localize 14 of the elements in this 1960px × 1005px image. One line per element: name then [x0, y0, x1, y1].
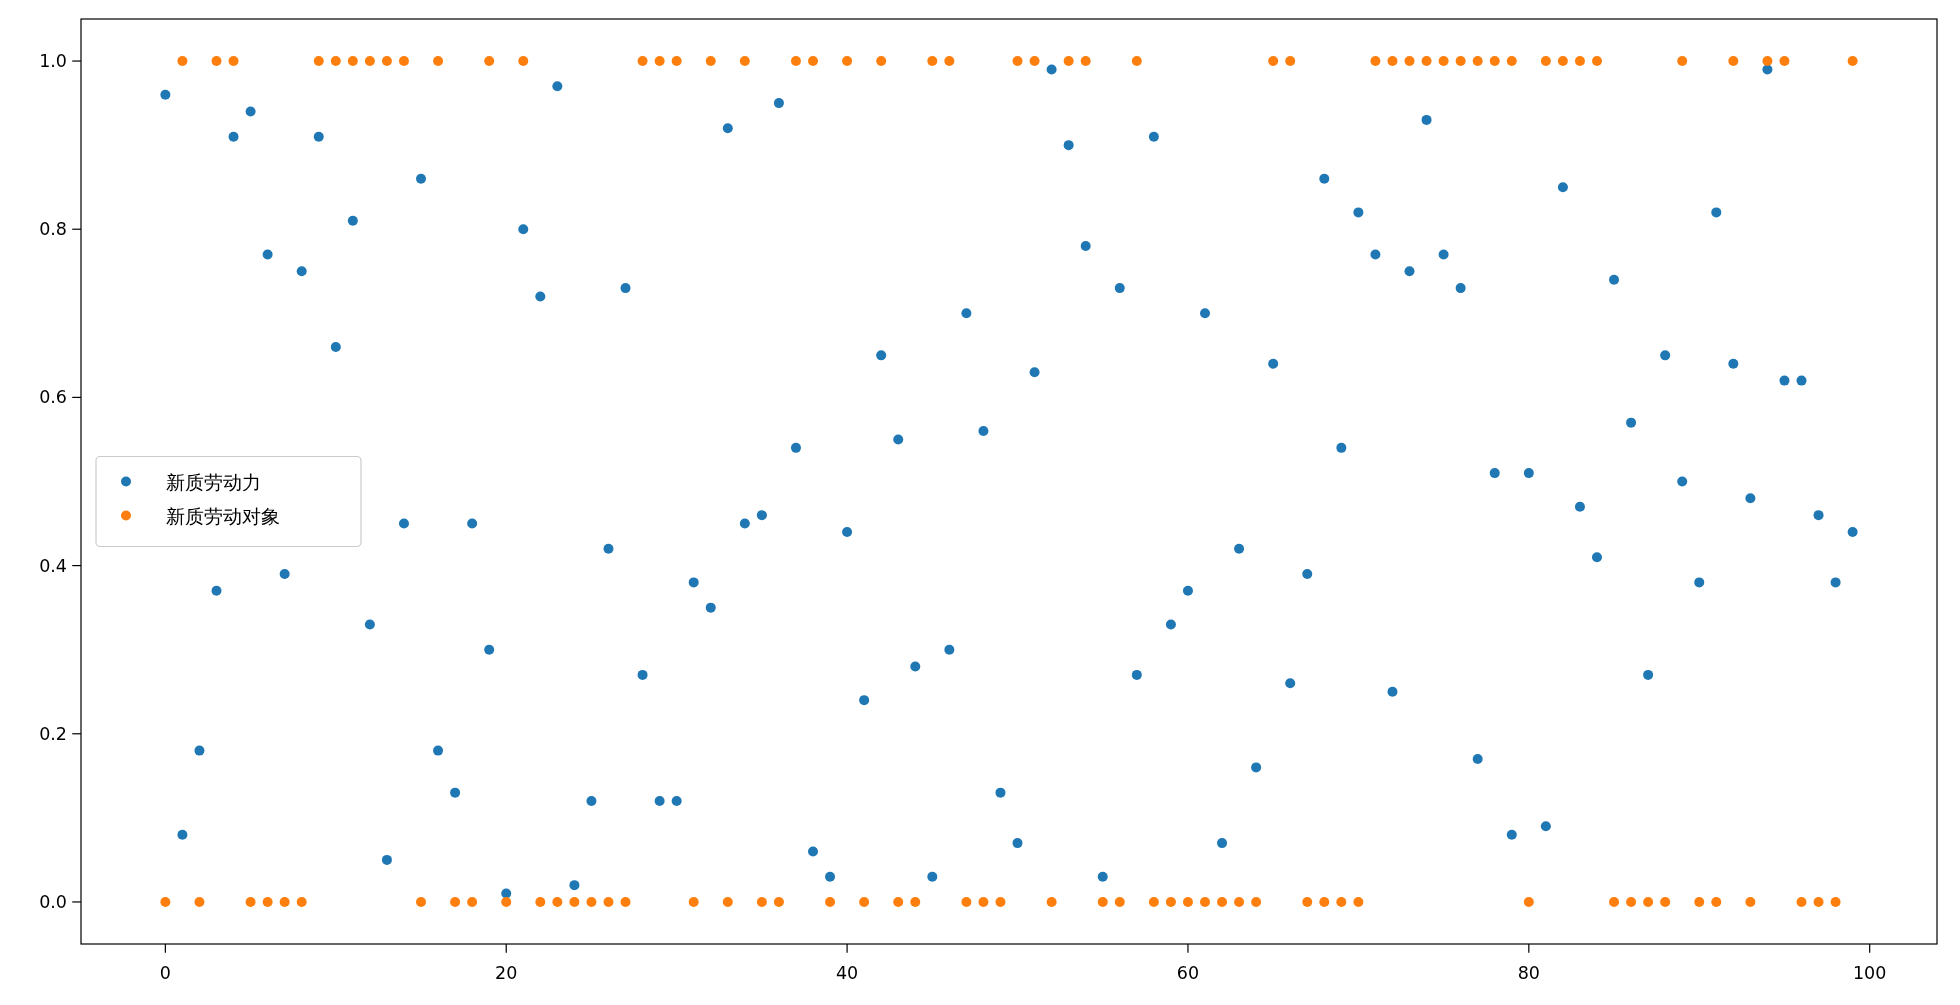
x-tick-label: 100 — [1852, 963, 1887, 983]
legend-label: 新质劳动力 — [166, 470, 261, 493]
y-tick-label: 0.8 — [39, 219, 67, 240]
y-tick-label: 0.0 — [39, 891, 67, 912]
x-tick-label: 0 — [159, 963, 171, 983]
y-tick-label: 0.4 — [39, 555, 67, 576]
x-tick-label: 80 — [1517, 963, 1540, 983]
y-tick-label: 0.6 — [39, 387, 67, 408]
x-tick-label: 40 — [835, 963, 859, 983]
y-tick-label: 1.0 — [39, 51, 67, 72]
x-tick-label: 60 — [1176, 963, 1200, 983]
legend-label: 新质劳动对象 — [166, 504, 280, 527]
x-tick-label: 20 — [495, 963, 518, 983]
y-tick-label: 0.2 — [39, 723, 67, 744]
